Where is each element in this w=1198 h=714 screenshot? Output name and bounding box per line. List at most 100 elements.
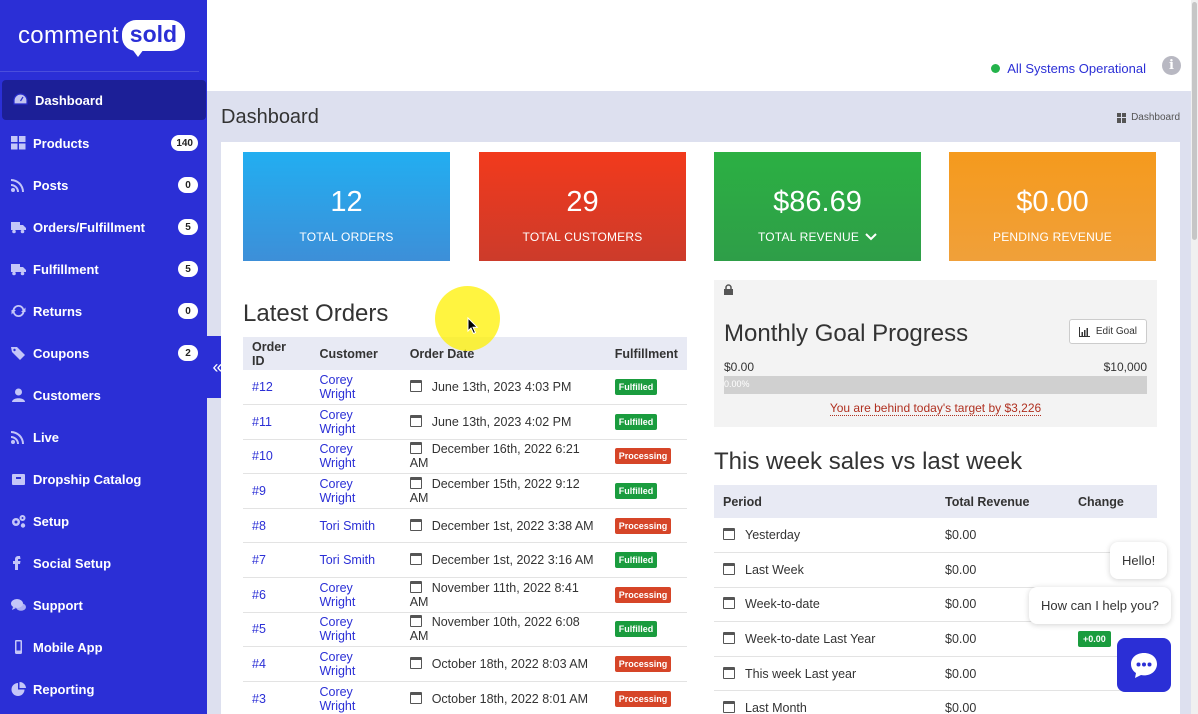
period-label: Week-to-date (745, 597, 820, 612)
sidebar-item-returns[interactable]: Returns 0 (0, 290, 207, 332)
system-status-link[interactable]: All Systems Operational (991, 61, 1146, 76)
stat-total-revenue[interactable]: $86.69 TOTAL REVENUE (714, 152, 921, 261)
status-badge: Fulfilled (614, 413, 658, 430)
customer-link[interactable]: Corey Wright (310, 646, 401, 682)
box-icon (10, 472, 26, 486)
order-id-link[interactable]: #12 (243, 370, 311, 406)
status-dot-icon (991, 64, 1001, 73)
customer-link[interactable]: Corey Wright (310, 473, 401, 509)
calendar-icon (409, 442, 422, 455)
sidebar-item-label: Orders/Fulfillment (33, 219, 145, 235)
customer-link[interactable]: Corey Wright (310, 612, 401, 648)
sidebar-item-label: Customers (33, 387, 101, 403)
sidebar-item-dropship-catalog[interactable]: Dropship Catalog (0, 458, 207, 500)
sidebar-item-label: Returns (33, 303, 83, 319)
stat-value: $86.69 (773, 186, 862, 218)
sidebar-item-customers[interactable]: Customers (0, 374, 207, 416)
sidebar-item-label: Setup (33, 513, 70, 529)
bar-chart-icon (1078, 326, 1090, 337)
brand-logo[interactable]: comment sold (0, 0, 199, 72)
customer-link[interactable]: Corey Wright (310, 439, 401, 475)
customer-link[interactable]: Corey Wright (310, 681, 401, 714)
sidebar-item-setup[interactable]: Setup (0, 500, 207, 542)
info-icon[interactable]: i (1162, 56, 1181, 75)
table-row: #7 Tori Smith December 1st, 2022 3:16 AM Fu… (243, 542, 687, 579)
customer-link[interactable]: Corey Wright (310, 370, 401, 406)
edit-goal-label: Edit Goal (1095, 326, 1137, 337)
gears-icon (10, 514, 26, 528)
rss-icon (10, 178, 26, 192)
chat-help-bubble[interactable]: How can I help you? (1029, 587, 1171, 624)
count-badge: 2 (178, 345, 198, 361)
brand-word: comment (18, 21, 119, 49)
edit-goal-button[interactable]: Edit Goal (1068, 319, 1147, 344)
customer-link[interactable]: Tori Smith (310, 508, 401, 544)
order-date: December 1st, 2022 3:16 AM (431, 553, 594, 568)
scrollbar-thumb[interactable] (1192, 2, 1197, 240)
stat-pending-revenue[interactable]: $0.00 PENDING REVENUE (949, 152, 1156, 261)
column-header: Order Date (400, 337, 606, 370)
sidebar-item-products[interactable]: Products 140 (0, 122, 207, 164)
sidebar-item-mobile-app[interactable]: Mobile App (0, 626, 207, 668)
sidebar-item-reporting[interactable]: Reporting (0, 668, 207, 710)
order-id-link[interactable]: #8 (243, 508, 311, 544)
fulfillment-cell: Fulfilled (605, 404, 687, 440)
order-id-link[interactable]: #7 (243, 542, 311, 579)
sidebar-item-social-setup[interactable]: Social Setup (0, 542, 207, 584)
sidebar-nav: Dashboard Products 140 Posts 0 Orders/Fulfill… (0, 80, 207, 710)
count-badge: 0 (178, 303, 198, 319)
order-date-cell: June 13th, 2023 4:03 PM (400, 370, 606, 406)
chevron-down-icon[interactable] (865, 233, 877, 241)
column-header: Order ID (243, 337, 311, 370)
order-id-link[interactable]: #3 (243, 681, 311, 714)
order-id-link[interactable]: #10 (243, 439, 311, 475)
status-badge: Fulfilled (614, 483, 658, 500)
stat-total-customers[interactable]: 29 TOTAL CUSTOMERS (479, 152, 686, 261)
chat-launcher-button[interactable] (1117, 638, 1171, 692)
order-date-cell: December 1st, 2022 3:38 AM (400, 508, 606, 544)
order-id-link[interactable]: #5 (243, 612, 311, 648)
page-scrollbar[interactable] (1191, 0, 1198, 714)
customer-link[interactable]: Corey Wright (310, 577, 401, 613)
sidebar-item-label: Coupons (33, 345, 90, 361)
status-badge: Processing (614, 586, 672, 603)
order-id-link[interactable]: #9 (243, 473, 311, 509)
sidebar-item-posts[interactable]: Posts 0 (0, 164, 207, 206)
order-date-cell: December 16th, 2022 6:21 AM (400, 439, 606, 475)
sidebar-item-coupons[interactable]: Coupons 2 (0, 332, 207, 374)
stat-total-orders[interactable]: 12 TOTAL ORDERS (243, 152, 450, 261)
chat-icon (10, 598, 26, 612)
dashboard-icon (12, 93, 28, 107)
breadcrumb[interactable]: Dashboard (1117, 112, 1180, 123)
fulfillment-cell: Processing (605, 508, 687, 544)
calendar-icon (409, 657, 422, 670)
table-row: Week-to-date Last Year $0.00 +0.00 (714, 621, 1157, 657)
order-id-link[interactable]: #4 (243, 646, 311, 682)
sidebar-item-live[interactable]: Live (0, 416, 207, 458)
latest-orders-table: Order ID Customer Order Date Fulfillment #1… (243, 337, 687, 714)
order-id-link[interactable]: #11 (243, 404, 311, 440)
fulfillment-cell: Fulfilled (605, 370, 687, 406)
goal-progress-bar: 0.00% (724, 376, 1147, 394)
sidebar-item-label: Posts (33, 177, 69, 193)
period-cell: Week-to-date (714, 587, 936, 623)
order-date: December 1st, 2022 3:38 AM (431, 518, 594, 533)
sidebar-item-fulfillment[interactable]: Fulfillment 5 (0, 248, 207, 290)
order-date: June 13th, 2023 4:02 PM (431, 414, 572, 429)
breadcrumb-label: Dashboard (1131, 112, 1180, 123)
customer-link[interactable]: Tori Smith (310, 542, 401, 579)
sidebar-item-dashboard[interactable]: Dashboard (2, 80, 206, 120)
sidebar-item-support[interactable]: Support (0, 584, 207, 626)
fulfillment-cell: Fulfilled (605, 473, 687, 509)
calendar-icon (409, 518, 422, 531)
chat-hello-bubble[interactable]: Hello! (1110, 542, 1168, 579)
customer-link[interactable]: Corey Wright (310, 404, 401, 440)
pie-chart-icon (10, 682, 26, 696)
table-row: Last Week $0.00 (714, 552, 1157, 588)
lock-icon[interactable] (723, 284, 734, 295)
order-id-link[interactable]: #6 (243, 577, 311, 613)
sidebar-item-orders-fulfillment[interactable]: Orders/Fulfillment 5 (0, 206, 207, 248)
period-label: Last Week (745, 562, 804, 577)
behind-target-label[interactable]: You are behind today's target by $3,226 (829, 401, 1042, 416)
table-row: #3 Corey Wright October 18th, 2022 8:01 AM… (243, 681, 687, 714)
